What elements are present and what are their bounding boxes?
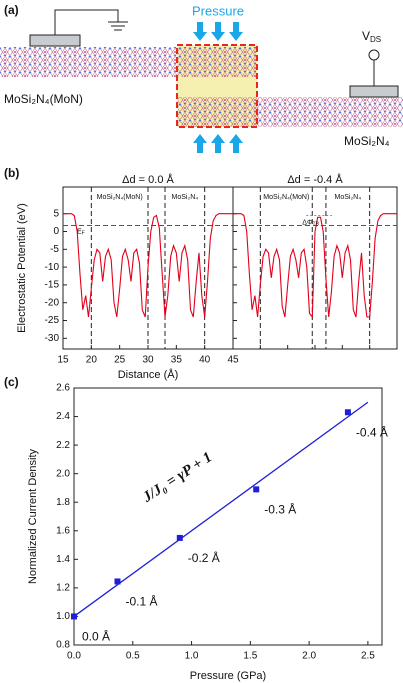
subplot-title: Δd = -0.4 Å — [287, 173, 343, 186]
right-material: MoSi₂N₄ — [344, 134, 390, 148]
potential-curve — [63, 213, 233, 318]
x-axis-label: Distance (Å) — [118, 368, 179, 381]
y-tick-label: -10 — [45, 262, 60, 273]
plot-frame — [232, 186, 398, 350]
y-tick-label: 0 — [53, 226, 59, 237]
point-label: -0.4 Å — [356, 424, 388, 439]
panel-label: (b) — [4, 166, 19, 180]
panel-label: (a) — [4, 3, 19, 17]
point-label: 0.0 Å — [82, 629, 110, 644]
right-layer — [178, 97, 403, 127]
region-label: MoSi₂N₄ — [335, 194, 362, 201]
region-label: MoSi₂N₄(MoN) — [263, 194, 309, 201]
x-tick-label: 0.5 — [126, 651, 140, 662]
x-tick-label: 1.5 — [243, 651, 257, 662]
subplot-title: Δd = 0.0 Å — [122, 173, 174, 186]
region-label: MoSi₂N₄(MoN) — [97, 194, 143, 201]
y-tick-label: -15 — [45, 280, 60, 291]
x-tick-label: 15 — [57, 355, 69, 366]
y-tick-label: -20 — [45, 297, 60, 308]
pressure-box — [176, 44, 258, 128]
data-point — [253, 486, 260, 493]
level-label: EF — [77, 228, 85, 236]
y-tick-label: 2.2 — [56, 440, 70, 451]
data-point — [344, 409, 351, 416]
y-axis-label: Electrostatic Potential (eV) — [16, 203, 28, 333]
x-tick-label: 20 — [86, 355, 98, 366]
left-material: MoSi₂N₄(MoN) — [4, 92, 83, 106]
pressure-arrows — [193, 22, 243, 153]
y-tick-label: 1.0 — [56, 611, 70, 622]
y-tick-label: 2.6 — [56, 383, 70, 394]
left-layer — [0, 47, 256, 77]
region-label: MoSi₂N₄ — [172, 194, 199, 201]
y-tick-label: 1.4 — [56, 554, 70, 565]
x-tick-label: 2.5 — [361, 651, 375, 662]
x-tick-label: 1.0 — [185, 651, 199, 662]
level-main: ΔΦ — [302, 219, 313, 226]
level-label: ΔΦTB — [302, 219, 319, 227]
x-tick-label: 30 — [142, 355, 154, 366]
fit-line — [73, 401, 369, 617]
left-electrode — [29, 34, 81, 47]
y-tick-label: 2.4 — [56, 411, 70, 422]
level-sub: F — [82, 231, 85, 237]
potential-curve — [233, 213, 397, 319]
right-electrode — [349, 85, 399, 98]
x-tick-label: 40 — [199, 355, 211, 366]
data-point — [71, 613, 77, 620]
y-axis-label: Normalized Current Density — [27, 448, 39, 584]
x-tick-label: 2.0 — [302, 651, 316, 662]
x-tick-label: 45 — [227, 355, 239, 366]
x-tick-label: 35 — [171, 355, 183, 366]
level-main: E — [77, 228, 82, 235]
vds-main: V — [362, 29, 370, 43]
vds-sub: DS — [370, 35, 381, 44]
panel-label: (c) — [4, 375, 19, 389]
x-tick-label: 0.0 — [67, 651, 81, 662]
y-tick-label: -30 — [45, 333, 60, 344]
y-tick-label: 5 — [53, 208, 59, 219]
device-diagram: (a) Pressure VDS MoSi₂N₄(MoN) MoSi₂N₄ — [0, 3, 403, 153]
y-tick-label: 0.8 — [56, 640, 70, 651]
level-sub: TB — [313, 222, 320, 228]
ground-wire — [54, 9, 128, 35]
plot-frame — [73, 387, 383, 646]
x-axis-label: Pressure (GPa) — [190, 670, 266, 682]
y-tick-label: 1.2 — [56, 583, 70, 594]
point-label: -0.1 Å — [125, 594, 157, 609]
x-tick-label: 25 — [114, 355, 126, 366]
vds-terminal — [368, 49, 380, 61]
y-tick-label: -5 — [50, 244, 59, 255]
data-point — [114, 578, 121, 585]
fit-equation: J/J₀ = γP + 1 — [139, 449, 215, 506]
point-label: -0.3 Å — [264, 502, 296, 517]
pressure-label: Pressure — [192, 3, 244, 18]
y-tick-label: 2.0 — [56, 468, 70, 479]
y-tick-label: -25 — [45, 315, 60, 326]
vds-label: VDS — [362, 29, 381, 44]
point-label: -0.2 Å — [188, 550, 220, 565]
y-tick-label: 1.6 — [56, 525, 70, 536]
data-point — [176, 534, 183, 541]
y-tick-label: 1.8 — [56, 497, 70, 508]
